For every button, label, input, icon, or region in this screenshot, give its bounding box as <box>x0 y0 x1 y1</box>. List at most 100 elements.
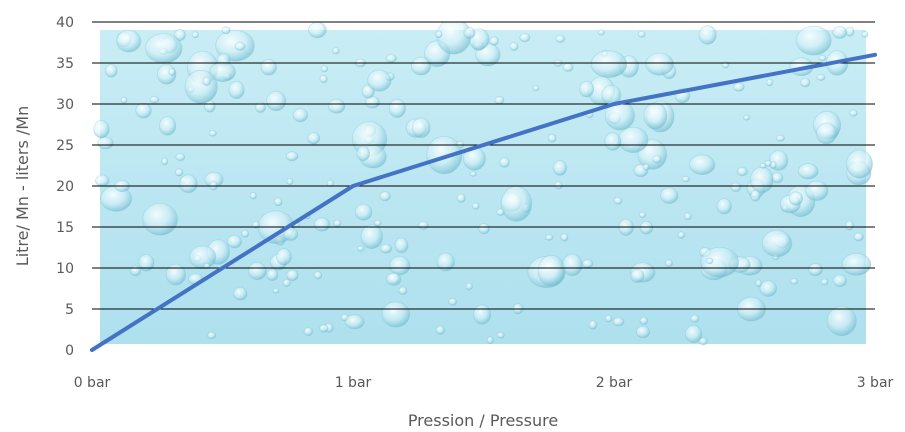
water-droplet <box>684 324 703 343</box>
water-droplet <box>178 174 198 194</box>
water-droplet <box>411 117 431 138</box>
water-droplet <box>689 154 716 176</box>
x-tick-label-2: 2 bar <box>596 375 633 391</box>
water-droplet <box>698 337 708 346</box>
water-droplet <box>120 96 128 104</box>
water-droplet <box>275 248 292 266</box>
water-droplet <box>700 247 739 278</box>
water-droplet <box>344 314 365 330</box>
water-droplet <box>597 29 605 36</box>
water-droplet <box>613 196 623 205</box>
x-tick-label-3: 3 bar <box>857 375 894 391</box>
y-axis-tick-labels: 0 5 10 15 20 25 30 35 40 <box>56 15 74 359</box>
water-droplet <box>360 224 383 250</box>
water-droplet <box>519 32 531 43</box>
water-droplet <box>319 324 329 333</box>
water-droplet <box>356 145 371 162</box>
x-axis-title: Pression / Pressure <box>408 411 558 430</box>
water-droplet <box>221 26 231 35</box>
water-droplet <box>184 69 218 104</box>
water-droplet <box>202 76 212 87</box>
water-droplet <box>388 98 406 119</box>
water-droplet <box>775 134 785 142</box>
y-axis-title: Litre/ Mn - liters /Mn <box>13 106 32 266</box>
water-droplet <box>826 305 857 337</box>
water-droplet <box>832 26 848 39</box>
water-droplet <box>149 95 160 104</box>
water-droplet <box>590 50 628 78</box>
water-droplet <box>448 297 458 306</box>
water-droplet <box>555 34 566 43</box>
water-droplet <box>417 220 429 230</box>
water-droplet <box>233 286 248 301</box>
water-droplet <box>841 252 872 276</box>
water-droplet <box>303 327 314 337</box>
water-droplet <box>142 203 178 236</box>
water-droplet <box>97 136 114 150</box>
water-droplet <box>319 74 328 84</box>
water-droplet <box>552 160 568 176</box>
water-droplet <box>499 156 510 168</box>
water-droplet <box>272 287 280 294</box>
y-tick-label-20: 20 <box>56 179 74 195</box>
water-droplet <box>410 56 432 76</box>
water-droplet <box>664 259 673 268</box>
y-tick-label-40: 40 <box>56 15 74 31</box>
water-droplet <box>367 69 392 92</box>
water-droplet <box>168 68 176 76</box>
water-droplet <box>766 78 774 87</box>
water-droplet <box>677 231 686 239</box>
water-droplet <box>95 174 110 187</box>
water-droplet <box>247 262 267 281</box>
water-droplet <box>116 29 142 53</box>
plot-area <box>92 22 875 350</box>
water-droplet <box>805 180 829 201</box>
water-droplet <box>588 320 598 330</box>
water-droplet <box>254 101 266 114</box>
water-droplet <box>320 65 329 73</box>
water-droplet <box>174 28 186 41</box>
y-tick-label-30: 30 <box>56 97 74 113</box>
water-droplet <box>849 109 858 117</box>
water-droplet <box>816 122 838 145</box>
water-droplet <box>207 331 217 340</box>
water-droplet <box>604 314 613 323</box>
water-droplet <box>249 191 257 200</box>
water-droplet <box>398 286 408 295</box>
water-droplet <box>618 126 649 153</box>
y-tick-label-10: 10 <box>56 261 74 277</box>
water-droplet <box>394 237 409 254</box>
water-droplet <box>808 262 823 277</box>
water-droplet <box>832 274 848 288</box>
y-tick-label-5: 5 <box>65 302 74 318</box>
water-droplet <box>755 279 762 288</box>
water-droplet <box>463 27 476 39</box>
water-droplet <box>547 134 557 143</box>
water-droplet <box>313 217 331 232</box>
water-droplet <box>639 220 654 235</box>
water-droplet <box>486 336 494 345</box>
water-droplet <box>562 62 574 72</box>
water-droplet <box>683 212 692 221</box>
gridlines <box>92 21 875 310</box>
water-droplet <box>354 203 373 221</box>
water-droplet <box>292 108 308 123</box>
x-tick-label-0: 0 bar <box>74 375 111 391</box>
water-droplet <box>159 116 177 136</box>
water-droplet <box>356 245 365 252</box>
water-droplet <box>643 102 668 130</box>
water-droplet <box>759 280 778 297</box>
water-droplet <box>104 64 118 78</box>
water-droplet <box>93 119 110 139</box>
water-droplet <box>612 317 625 327</box>
y-tick-label-15: 15 <box>56 220 74 236</box>
water-droplet <box>537 254 566 287</box>
water-droplet <box>285 151 299 162</box>
water-droplet <box>226 234 242 249</box>
water-droplet <box>209 62 236 83</box>
water-droplet <box>161 157 169 166</box>
water-droplet <box>379 191 391 202</box>
water-droplet <box>554 181 563 190</box>
water-droplet <box>144 33 183 64</box>
